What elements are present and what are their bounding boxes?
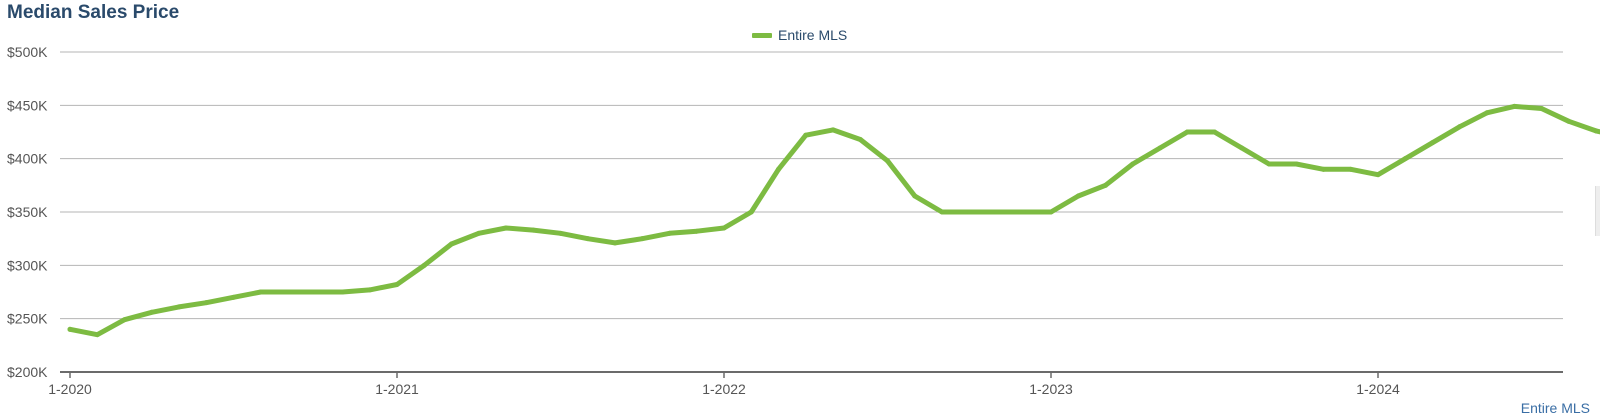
data-point[interactable] [1103, 183, 1108, 188]
data-point[interactable] [722, 226, 727, 231]
data-point[interactable] [1294, 162, 1299, 167]
data-point[interactable] [858, 137, 863, 142]
y-tick-label: $500K [7, 44, 48, 60]
data-point[interactable] [585, 236, 590, 241]
data-point[interactable] [912, 194, 917, 199]
data-point[interactable] [1212, 130, 1217, 135]
series-line-entire-mls[interactable] [70, 87, 1600, 335]
data-point[interactable] [95, 332, 100, 337]
data-point[interactable] [258, 290, 263, 295]
data-point[interactable] [558, 231, 563, 236]
x-tick-label: 1-2022 [702, 381, 746, 397]
y-axis-tick-labels: $200K $250K $300K $350K $400K $450K $500K [7, 44, 48, 380]
data-point[interactable] [231, 295, 236, 300]
data-point[interactable] [367, 287, 372, 292]
data-point[interactable] [204, 300, 209, 305]
data-point[interactable] [803, 133, 808, 138]
data-point[interactable] [476, 231, 481, 236]
x-axis [60, 372, 1600, 378]
entire-mls-link[interactable]: Entire MLS [1521, 400, 1590, 416]
x-tick-label: 1-2020 [48, 381, 92, 397]
data-point[interactable] [1430, 140, 1435, 145]
data-point[interactable] [1130, 162, 1135, 167]
y-tick-label: $300K [7, 257, 48, 273]
grid-lines [60, 52, 1563, 319]
data-point[interactable] [613, 240, 618, 245]
data-point[interactable] [1566, 119, 1571, 124]
data-point[interactable] [776, 167, 781, 172]
data-point[interactable] [122, 317, 127, 322]
data-point[interactable] [1512, 104, 1517, 109]
y-tick-label: $200K [7, 364, 48, 380]
data-point[interactable] [831, 127, 836, 132]
series-lines [68, 85, 1600, 337]
side-scroll-tab[interactable] [1595, 186, 1600, 236]
data-point[interactable] [1594, 128, 1599, 133]
data-point[interactable] [994, 210, 999, 215]
data-point[interactable] [885, 158, 890, 163]
data-point[interactable] [1348, 167, 1353, 172]
data-point[interactable] [749, 210, 754, 215]
data-point[interactable] [422, 263, 427, 268]
data-point[interactable] [449, 242, 454, 247]
data-point[interactable] [694, 229, 699, 234]
x-tick-label: 1-2021 [375, 381, 419, 397]
data-point[interactable] [1376, 172, 1381, 177]
data-point[interactable] [1321, 167, 1326, 172]
x-tick-label: 1-2023 [1029, 381, 1073, 397]
data-point[interactable] [177, 304, 182, 309]
data-point[interactable] [531, 228, 536, 233]
data-point[interactable] [395, 282, 400, 287]
data-point[interactable] [1457, 124, 1462, 129]
data-point[interactable] [504, 226, 509, 231]
data-point[interactable] [1485, 110, 1490, 115]
data-point[interactable] [967, 210, 972, 215]
data-point[interactable] [1185, 130, 1190, 135]
data-point[interactable] [1049, 210, 1054, 215]
data-point[interactable] [1539, 106, 1544, 111]
data-point[interactable] [1403, 156, 1408, 161]
data-point[interactable] [1021, 210, 1026, 215]
data-point[interactable] [68, 327, 73, 332]
data-point[interactable] [340, 290, 345, 295]
data-point[interactable] [1076, 194, 1081, 199]
data-point[interactable] [286, 290, 291, 295]
y-tick-label: $250K [7, 311, 48, 327]
x-tick-label: 1-2024 [1356, 381, 1400, 397]
data-point[interactable] [149, 310, 154, 315]
data-point[interactable] [1267, 162, 1272, 167]
data-point[interactable] [1158, 146, 1163, 151]
y-tick-label: $450K [7, 97, 48, 113]
data-point[interactable] [667, 231, 672, 236]
y-tick-label: $400K [7, 151, 48, 167]
data-point[interactable] [940, 210, 945, 215]
data-point[interactable] [313, 290, 318, 295]
data-point[interactable] [1239, 146, 1244, 151]
data-point[interactable] [640, 236, 645, 241]
y-tick-label: $350K [7, 204, 48, 220]
